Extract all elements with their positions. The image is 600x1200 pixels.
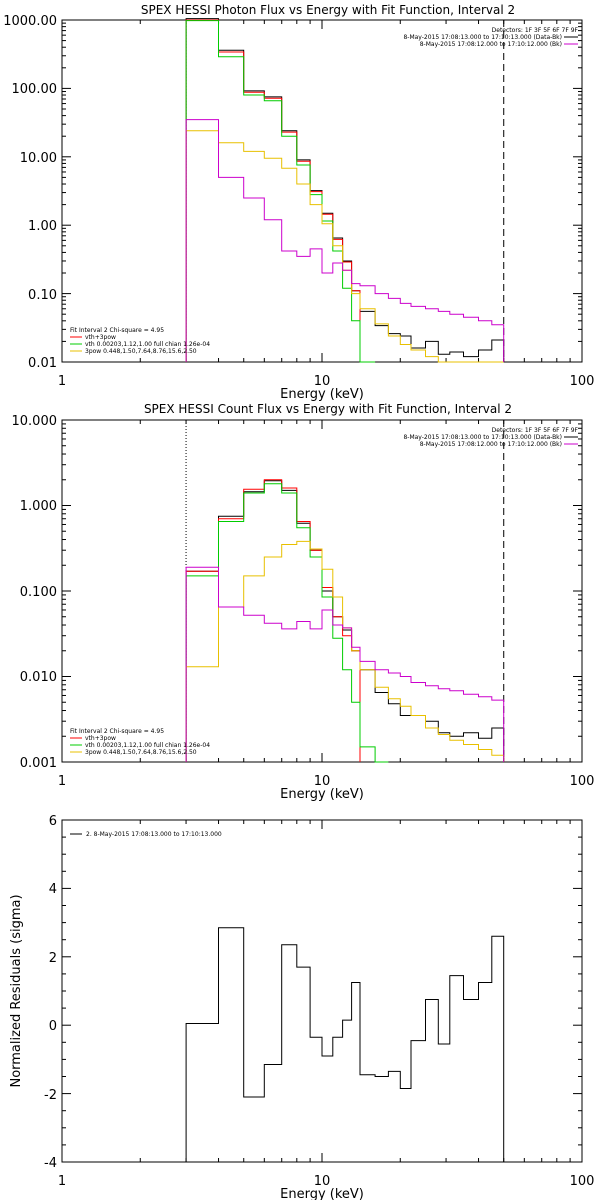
legend-entry: vth+3pow bbox=[85, 735, 116, 742]
series-red-line bbox=[185, 19, 361, 362]
detectors-label: Detectors: 1F 3F 5F 6F 7F 9F bbox=[492, 427, 579, 434]
y-tick-label: 6 bbox=[49, 814, 57, 829]
series-magenta-line bbox=[185, 119, 505, 362]
residuals-chart: 1 10 100 -4 -2 0 2 4 6 Energy (keV) Norm… bbox=[9, 814, 594, 1200]
series-group bbox=[185, 18, 505, 363]
x-tick-label: 100 bbox=[570, 374, 595, 389]
x-tick-label: 1 bbox=[58, 374, 66, 389]
y-tick-label: 1.000 bbox=[20, 499, 57, 514]
x-tick-label: 10 bbox=[314, 374, 331, 389]
y-tick-label: 2 bbox=[49, 951, 57, 966]
legend-entry: 3pow 0.448,1.50,7.64,8.76,15.6,2.50 bbox=[85, 749, 197, 756]
y-tick-label: 0.01 bbox=[28, 356, 57, 371]
y-tick-label: 1000.00 bbox=[3, 14, 57, 29]
y-tick-label: -2 bbox=[44, 1088, 57, 1103]
legend-entry: vth 0.00203,1.12,1.00 full chian 1.26e-0… bbox=[85, 742, 210, 749]
series-group bbox=[185, 479, 505, 763]
series-black-line bbox=[185, 927, 505, 1162]
y-tick-label: 100.00 bbox=[12, 82, 58, 97]
data-interval-label: 8-May-2015 17:08:13.000 to 17:10:13.000 … bbox=[403, 434, 562, 441]
x-axis-label: Energy (keV) bbox=[280, 387, 364, 402]
legend-entry: vth 0.00203,1.12,1.00 full chian 1.26e-0… bbox=[85, 341, 210, 348]
detectors-label: Detectors: 1F 3F 5F 6F 7F 9F bbox=[492, 27, 579, 34]
series-magenta-line bbox=[185, 566, 505, 762]
reference-lines bbox=[185, 20, 505, 362]
count-flux-chart: SPEX HESSI Count Flux vs Energy with Fit… bbox=[12, 402, 595, 802]
chart-title: SPEX HESSI Count Flux vs Energy with Fit… bbox=[144, 402, 512, 416]
series-group bbox=[185, 927, 505, 1162]
data-interval-label: 8-May-2015 17:08:13.000 to 17:10:13.000 … bbox=[403, 34, 562, 41]
y-tick-label: 0.100 bbox=[20, 585, 57, 600]
y-tick-label: 1.00 bbox=[28, 219, 57, 234]
legend-entry: 2. 8-May-2015 17:08:13.000 to 17:10:13.0… bbox=[86, 831, 222, 838]
chart-title: SPEX HESSI Photon Flux vs Energy with Fi… bbox=[141, 3, 515, 17]
series-green-line bbox=[185, 483, 389, 763]
x-tick-label: 1 bbox=[58, 1174, 66, 1189]
series-green-line bbox=[185, 20, 376, 363]
fit-legend-header: Fit Interval 2 Chi-square = 4.95 bbox=[70, 327, 164, 334]
series-yellow-line bbox=[185, 540, 505, 762]
y-tick-label: 0.010 bbox=[20, 670, 57, 685]
series-black-line bbox=[185, 480, 505, 762]
series-black-line bbox=[185, 18, 505, 362]
x-tick-label: 100 bbox=[570, 774, 595, 789]
x-axis-label: Energy (keV) bbox=[280, 787, 364, 802]
x-tick-label: 100 bbox=[570, 1174, 595, 1189]
photon-flux-chart: SPEX HESSI Photon Flux vs Energy with Fi… bbox=[3, 3, 594, 402]
y-tick-label: 4 bbox=[49, 882, 57, 897]
x-axis-label: Energy (keV) bbox=[280, 1187, 364, 1200]
y-tick-label: 0.001 bbox=[20, 756, 57, 771]
x-tick-label: 10 bbox=[314, 774, 331, 789]
y-tick-label: -4 bbox=[44, 1156, 57, 1171]
axis-ticks bbox=[61, 19, 582, 363]
legend-entry: vth+3pow bbox=[85, 334, 116, 341]
series-yellow-line bbox=[185, 130, 504, 363]
background-interval-label: 8-May-2015 17:08:12.000 to 17:10:12.000 … bbox=[420, 441, 562, 448]
y-axis-label: Normalized Residuals (sigma) bbox=[9, 894, 24, 1087]
y-tick-label: 0 bbox=[49, 1019, 57, 1034]
series-red-line bbox=[185, 479, 361, 762]
legend-entry: 3pow 0.448,1.50,7.64,8.76,15.6,2.50 bbox=[85, 348, 197, 355]
x-tick-label: 10 bbox=[314, 1174, 331, 1189]
x-tick-label: 1 bbox=[58, 774, 66, 789]
reference-lines bbox=[185, 420, 505, 762]
axis-ticks bbox=[61, 419, 582, 763]
axis-ticks bbox=[61, 819, 582, 1163]
background-interval-label: 8-May-2015 17:08:12.000 to 17:10:12.000 … bbox=[420, 41, 562, 48]
y-tick-label: 10.000 bbox=[12, 414, 58, 429]
fit-legend-header: Fit Interval 2 Chi-square = 4.95 bbox=[70, 728, 164, 735]
y-tick-label: 0.10 bbox=[28, 288, 57, 303]
y-tick-label: 10.00 bbox=[20, 151, 57, 166]
